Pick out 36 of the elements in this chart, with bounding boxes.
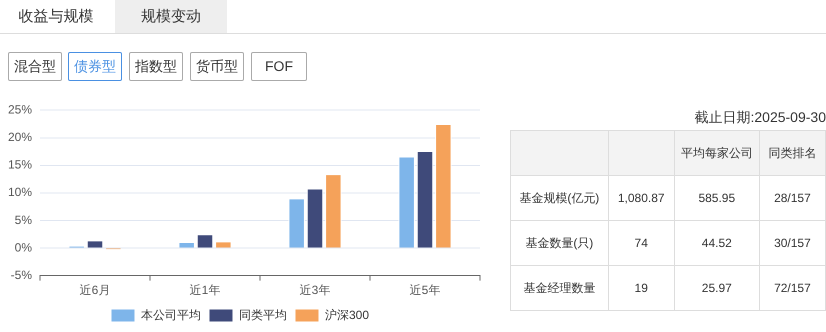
text: 25.97	[702, 281, 732, 295]
legend-label: 沪深300	[324, 308, 370, 322]
text: 585.95	[698, 191, 736, 205]
text: 指数型	[129, 52, 183, 81]
legend-label: 本公司平均	[140, 308, 201, 322]
category-label: 基金数量(只)	[525, 236, 594, 250]
x-tick-label: 近1年	[190, 283, 220, 298]
y-tick-label: 20%	[8, 130, 32, 144]
text: 30/157	[774, 236, 811, 250]
y-tick-label: 25%	[8, 102, 32, 117]
category-label: 基金经理数量	[523, 280, 596, 294]
x-tick-label: 近3年	[300, 283, 330, 298]
y-tick-label: 5%	[14, 212, 32, 227]
text: 74	[634, 236, 648, 250]
text: 44.52	[702, 236, 732, 250]
category-label: 基金规模(亿元)	[519, 190, 600, 204]
category-label: 规模变动	[115, 0, 227, 33]
x-tick-label: 近6月	[80, 283, 110, 298]
text: 货币型	[190, 52, 244, 81]
text: 截止日期:2025-09-30	[693, 108, 826, 127]
y-tick-label: 10%	[8, 185, 32, 200]
legend-label: 同类平均	[238, 308, 287, 322]
x-tick-label: 近5年	[410, 283, 440, 298]
y-tick-label: -5%	[10, 268, 32, 282]
text: 混合型	[8, 52, 62, 81]
text: 72/157	[774, 281, 811, 295]
text: 债券型	[68, 52, 122, 81]
text: FOF	[251, 52, 307, 81]
category-label: 同类排名	[759, 130, 826, 176]
category-label: 平均每家公司	[674, 130, 760, 176]
text: 28/157	[774, 191, 811, 205]
y-tick-label: 15%	[8, 158, 32, 172]
text: 19	[634, 281, 648, 295]
y-tick-label: 0%	[14, 240, 32, 254]
text: 1,080.87	[618, 191, 665, 205]
category-label: 收益与规模	[18, 7, 94, 27]
